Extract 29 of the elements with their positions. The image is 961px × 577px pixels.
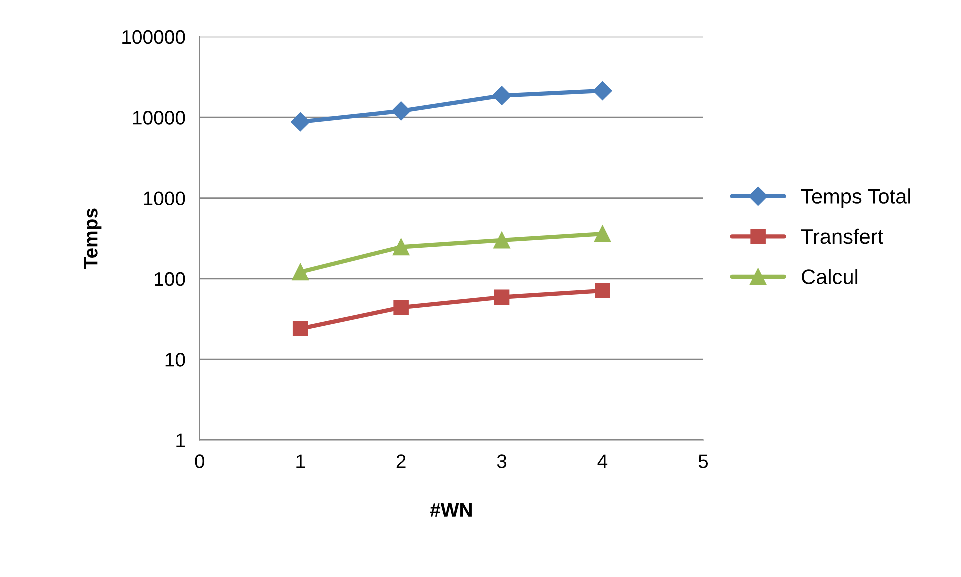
point [291, 112, 310, 132]
y-tick-label: 10 [166, 353, 186, 367]
point [494, 232, 510, 249]
point [392, 102, 411, 121]
point [492, 86, 512, 106]
y-tick-label: 1 [176, 434, 186, 448]
legend-label: Transfert [801, 228, 884, 244]
point [292, 321, 308, 337]
legend-label: Temps Total [801, 188, 910, 208]
point [593, 81, 612, 100]
y-axis-title: Temps [84, 208, 102, 269]
point [595, 283, 610, 299]
x-tick-label: 1 [296, 454, 306, 468]
legend-label: Calcul [802, 269, 858, 284]
point [392, 238, 410, 256]
point [594, 226, 612, 242]
x-tick-label: 0 [195, 454, 205, 468]
x-tick-label: 3 [497, 454, 507, 468]
x-tick-label: 2 [396, 454, 406, 468]
y-tick-label: 10000 [133, 111, 186, 125]
y-tick-label: 1000 [144, 192, 186, 206]
point [394, 300, 409, 316]
point [292, 264, 309, 281]
y-tick-label: 100 [155, 272, 186, 286]
point [494, 290, 510, 306]
x-axis-title: #WN [430, 504, 472, 517]
x-tick-label: 5 [698, 454, 708, 468]
x-tick-label: 4 [598, 454, 608, 468]
y-tick-label: 100000 [122, 30, 186, 44]
